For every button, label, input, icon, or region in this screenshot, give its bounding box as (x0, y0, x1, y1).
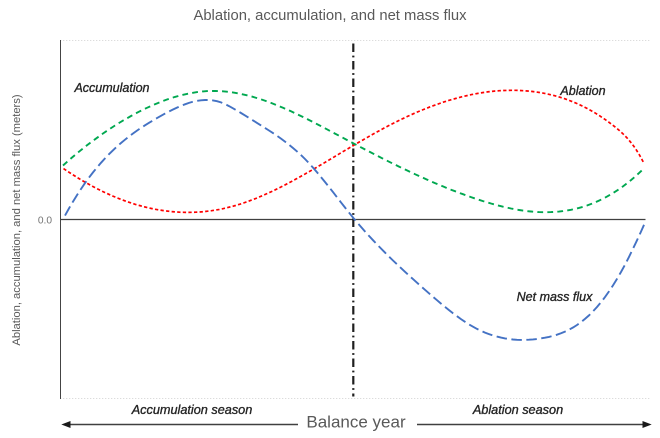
svg-text:Ablation season: Ablation season (472, 403, 563, 417)
svg-text:Ablation: Ablation (559, 84, 605, 98)
svg-text:Ablation, accumulation, and ne: Ablation, accumulation, and net mass flu… (193, 8, 467, 24)
svg-text:Ablation, accumulation, and ne: Ablation, accumulation, and net mass flu… (11, 94, 23, 345)
svg-text:Accumulation: Accumulation (73, 81, 149, 95)
svg-text:0.0: 0.0 (38, 216, 52, 227)
svg-text:Accumulation season: Accumulation season (131, 403, 253, 417)
svg-text:Net mass flux: Net mass flux (517, 290, 593, 304)
svg-text:Balance year: Balance year (306, 413, 406, 432)
